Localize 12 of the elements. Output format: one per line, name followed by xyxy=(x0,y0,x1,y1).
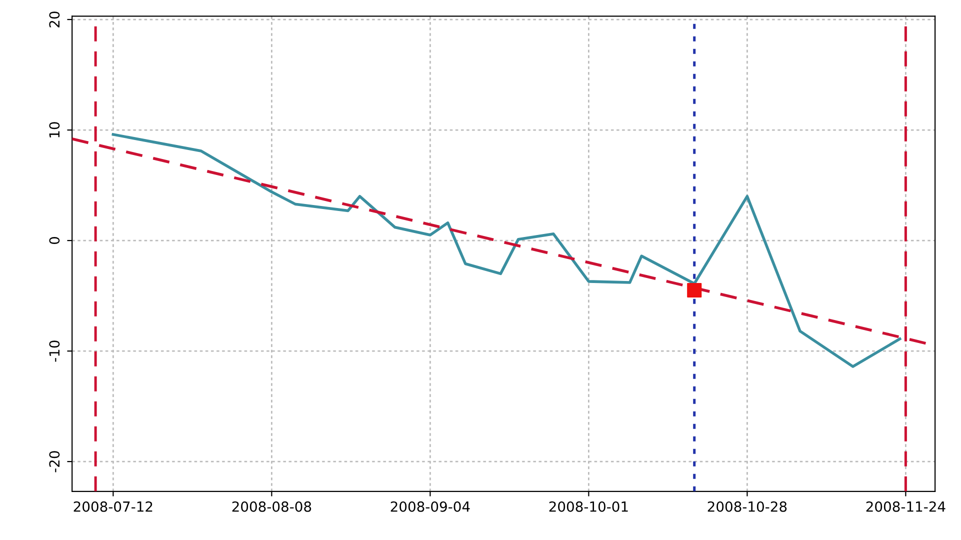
x-tick-label: 2008-10-01 xyxy=(549,501,628,512)
x-tick-label: 2008-11-24 xyxy=(866,501,946,512)
y-tick-label: -20 xyxy=(49,451,60,472)
y-tick-label: 0 xyxy=(49,237,60,244)
x-tick-label: 2008-09-04 xyxy=(390,501,470,512)
y-tick-label: 10 xyxy=(49,122,60,138)
line-series xyxy=(112,133,902,368)
y-tick-label: 20 xyxy=(49,12,60,28)
x-tick-label: 2008-10-28 xyxy=(708,501,787,512)
x-tick-label: 2008-07-12 xyxy=(74,501,152,512)
x-tick-label: 2008-08-08 xyxy=(232,501,312,512)
y-tick-label: -10 xyxy=(49,340,60,362)
